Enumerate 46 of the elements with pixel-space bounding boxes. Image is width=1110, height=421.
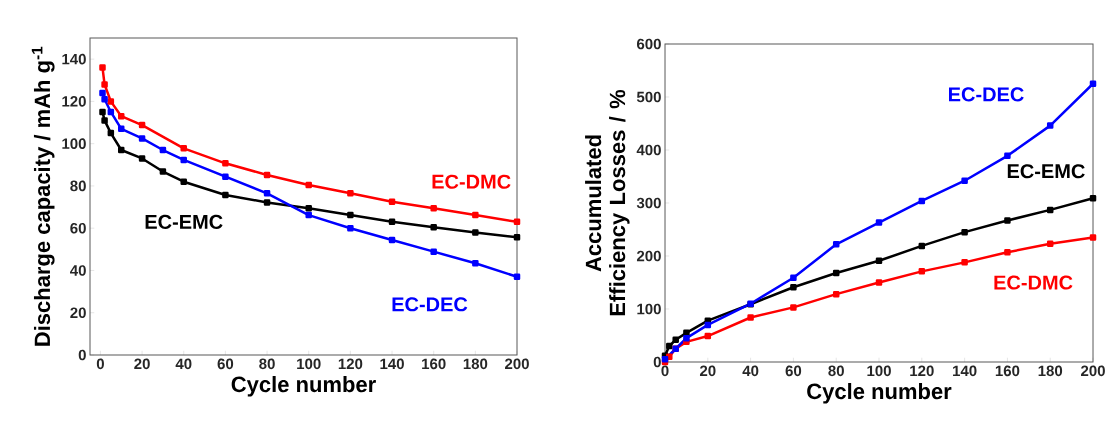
x-tick-label: 200: [1081, 365, 1105, 377]
x-tick-label: 180: [1038, 365, 1063, 377]
x-tick-label: 60: [217, 358, 234, 370]
x-tick-label: 180: [463, 358, 488, 370]
x-tick-label: 140: [953, 365, 977, 377]
y-tick-label: 80: [70, 180, 86, 192]
x-tick-label: 20: [134, 358, 150, 370]
y-tick-label: 40: [70, 265, 86, 276]
x-tick-label: 40: [175, 358, 192, 370]
x-axis-title: Cycle number: [807, 383, 952, 404]
y-tick-label: 100: [637, 303, 661, 315]
x-tick-label: 200: [505, 358, 529, 370]
x-tick-label: 80: [828, 365, 844, 377]
x-tick-label: 100: [297, 358, 321, 370]
x-tick-label: 0: [661, 365, 669, 377]
y-tick-label: 140: [62, 53, 86, 65]
x-tick-label: 140: [380, 358, 404, 370]
y-tick-label: 400: [636, 144, 661, 156]
x-tick-label: 100: [867, 365, 891, 377]
y-tick-label: 100: [62, 138, 86, 149]
x-tick-label: 0: [96, 358, 104, 370]
x-tick-label: 20: [699, 365, 716, 377]
y-tick-label: 500: [636, 91, 661, 103]
y-axis-title: Discharge capacity / mAh g$^{-1}$: [31, 46, 55, 346]
series-label: EC-DMC: [994, 275, 1073, 290]
y-tick-label: 120: [62, 96, 86, 107]
series-label: EC-EMC: [145, 214, 223, 229]
y-axis-title: Accumulated Efficiency Losses / %: [585, 89, 630, 316]
x-tick-label: 80: [259, 358, 275, 370]
x-tick-label: 40: [742, 365, 759, 377]
y-tick-label: 0: [78, 349, 86, 361]
x-tick-label: 120: [338, 358, 363, 370]
y-tick-label: 20: [70, 307, 86, 319]
y-tick-label: 600: [637, 38, 661, 50]
y-tick-label: 60: [70, 222, 86, 234]
series-label: EC-EMC: [1007, 164, 1085, 179]
x-tick-label: 120: [910, 365, 934, 377]
x-tick-label: 60: [785, 365, 802, 377]
y-tick-label: 200: [636, 250, 661, 262]
series-label: EC-DEC: [392, 297, 468, 312]
x-tick-label: 160: [995, 365, 1020, 377]
y-tick-label: 300: [636, 197, 661, 209]
series-label: EC-DMC: [432, 174, 511, 189]
x-tick-label: 160: [422, 358, 446, 370]
x-axis-title: Cycle number: [231, 376, 376, 397]
series-label: EC-DEC: [949, 87, 1024, 102]
